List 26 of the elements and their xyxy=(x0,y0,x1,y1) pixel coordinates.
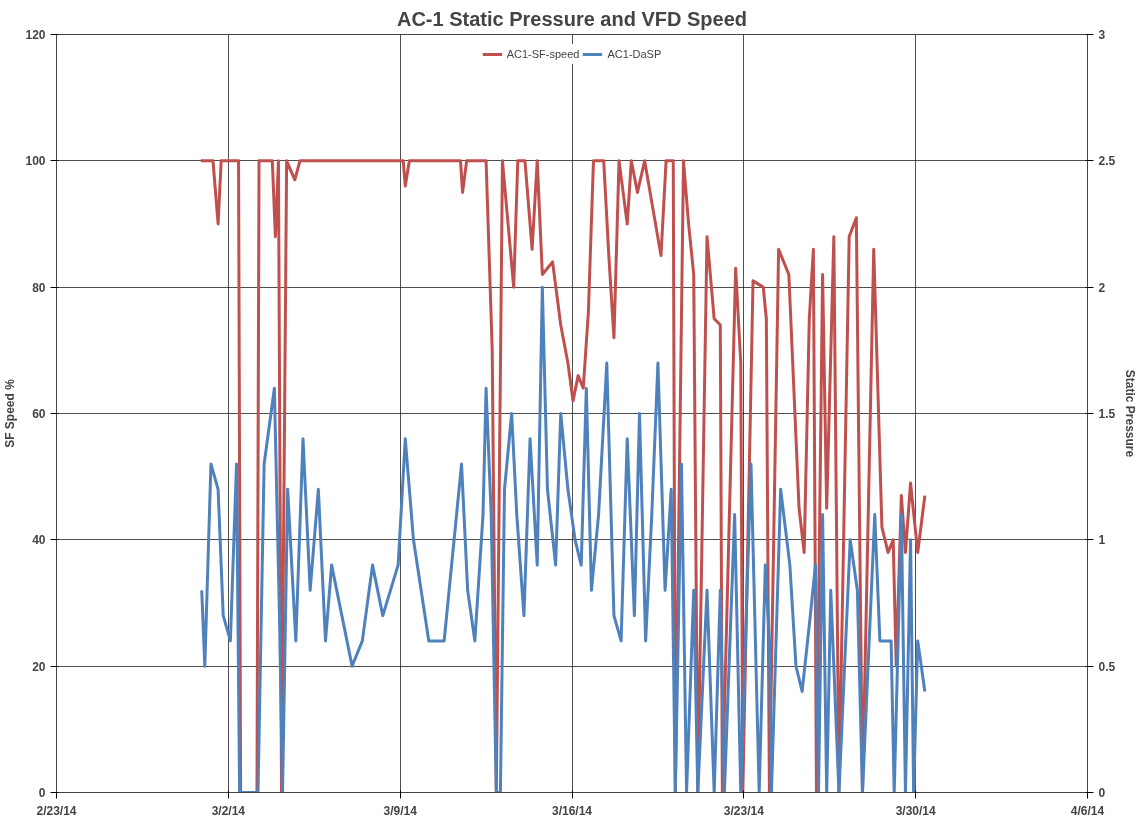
x-tick-label: 2/23/14 xyxy=(36,803,77,818)
y2-tick-label: 2.5 xyxy=(1098,154,1116,169)
y2-tick-label: 3 xyxy=(1098,28,1106,42)
y-tick-label: 20 xyxy=(32,659,46,674)
y-tick-label: 60 xyxy=(32,407,46,421)
y-tick-label: 0 xyxy=(38,786,46,800)
legend-label: AC1-DaSP xyxy=(607,48,662,60)
y-tick-label: 100 xyxy=(25,154,46,169)
y2-tick-label: 2 xyxy=(1098,280,1106,295)
y2-tick-label: 1.5 xyxy=(1098,407,1116,421)
y-tick-label: 80 xyxy=(32,280,46,295)
y-tick-label: 120 xyxy=(25,28,46,42)
y-tick-label: 40 xyxy=(32,533,46,548)
chart-title: AC-1 Static Pressure and VFD Speed xyxy=(396,7,748,30)
x-tick-label: 3/2/14 xyxy=(211,803,246,818)
x-tick-label: 3/9/14 xyxy=(383,803,418,818)
y2-tick-label: 1 xyxy=(1098,533,1106,548)
y-axis-title: SF Speed % xyxy=(3,378,18,448)
x-tick-label: 3/23/14 xyxy=(723,803,765,818)
legend-label: AC1-SF-speed xyxy=(506,48,580,60)
y2-tick-label: 0.5 xyxy=(1098,659,1116,674)
y2-tick-label: 0 xyxy=(1098,786,1106,800)
y2-axis-title: Static Pressure xyxy=(1123,369,1138,458)
x-tick-label: 3/16/14 xyxy=(551,803,593,818)
x-tick-label: 3/30/14 xyxy=(895,803,937,818)
x-tick-label: 4/6/14 xyxy=(1070,803,1105,818)
